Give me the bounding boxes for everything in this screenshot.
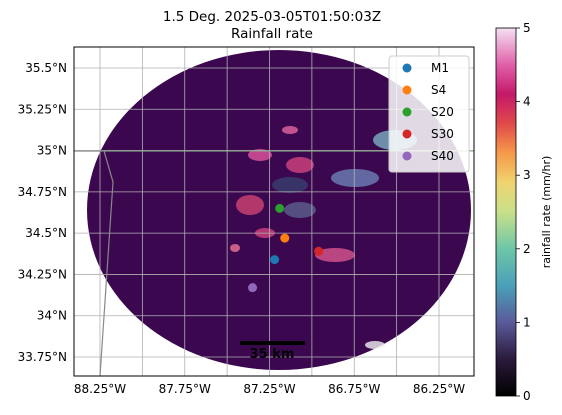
legend-label: S4: [431, 83, 446, 97]
colorbar-label: rainfall rate (mm/hr): [540, 156, 553, 269]
legend-marker: [402, 63, 412, 73]
colorbar-tick-label: 0: [523, 389, 531, 403]
legend: M1 S4 S20 S30 S40: [388, 55, 470, 173]
chart-subtitle: Rainfall rate: [231, 26, 313, 42]
site-point-s40: [248, 283, 258, 293]
legend-label: S30: [431, 127, 454, 141]
x-tick-label: 86.75°W: [328, 382, 380, 396]
colorbar: [495, 27, 517, 397]
x-tick-label: 86.25°W: [413, 382, 465, 396]
scale-bar-label: 35 km: [250, 347, 295, 362]
legend-marker: [402, 129, 412, 139]
legend-label: S40: [431, 149, 454, 163]
legend-label: M1: [431, 61, 449, 75]
colorbar-tick-label: 2: [523, 242, 531, 256]
colorbar-tick-label: 1: [523, 315, 531, 329]
x-tick-label: 87.25°W: [243, 382, 295, 396]
site-point-m1: [270, 255, 280, 265]
site-point-s30: [314, 246, 324, 256]
legend-marker: [402, 85, 412, 95]
legend-marker: [402, 151, 412, 161]
legend-box: [388, 55, 470, 173]
colorbar-tick-label: 4: [523, 95, 531, 109]
legend-label: S20: [431, 105, 454, 119]
site-point-s4: [280, 233, 290, 243]
legend-marker: [402, 107, 412, 117]
y-tick-label: 34.25°N: [18, 267, 67, 281]
y-tick-label: 34°N: [37, 309, 67, 323]
colorbar-tick-label: 3: [523, 168, 531, 182]
site-point-s20: [275, 203, 285, 213]
y-tick-label: 35°N: [37, 144, 67, 158]
scale-bar: 35 km: [240, 341, 305, 362]
y-tick-label: 34.5°N: [25, 226, 67, 240]
colorbar-tick-label: 5: [523, 21, 531, 35]
site-points: [248, 203, 324, 293]
y-tick-label: 35.5°N: [25, 61, 67, 75]
colorbar-ticks: 0 1 2 3 4 5: [516, 21, 531, 403]
state-border: [74, 150, 114, 376]
y-axis: 35.5°N 35.25°N 35°N 34.75°N 34.5°N 34.25°N 34°…: [18, 61, 67, 364]
y-tick-label: 35.25°N: [18, 102, 67, 116]
plot-frame: [73, 46, 475, 377]
y-tick-label: 33.75°N: [18, 350, 67, 364]
chart-title: 1.5 Deg. 2025-03-05T01:50:03Z: [163, 9, 381, 25]
x-axis: 88.25°W 87.75°W 87.25°W 86.75°W 86.25°W: [74, 382, 465, 396]
x-tick-label: 87.75°W: [159, 382, 211, 396]
x-tick-label: 88.25°W: [74, 382, 126, 396]
y-tick-label: 34.75°N: [18, 185, 67, 199]
